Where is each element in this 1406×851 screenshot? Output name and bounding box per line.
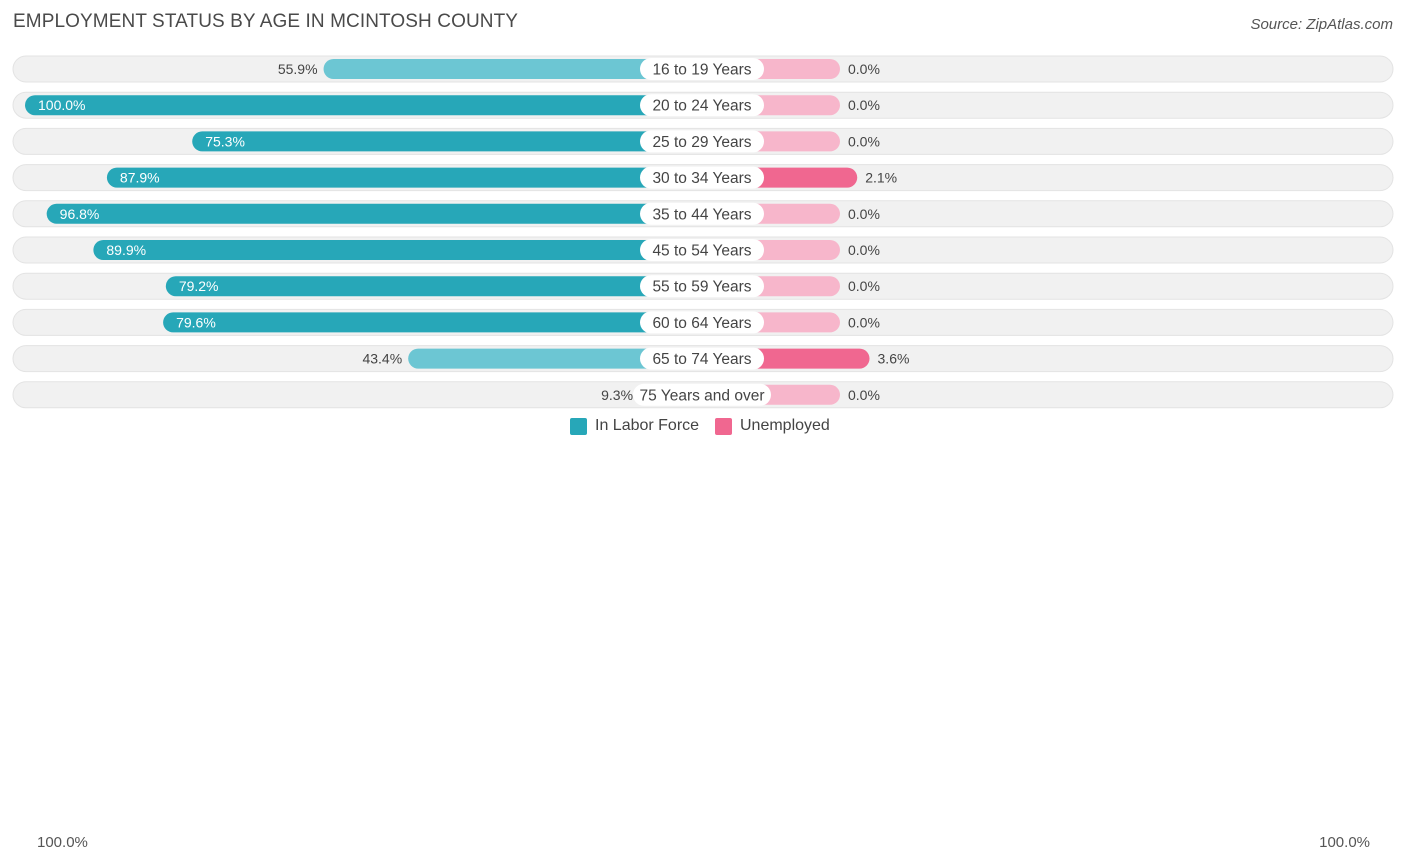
category-label: 65 to 74 Years xyxy=(652,351,751,368)
category-label: 75 Years and over xyxy=(640,387,765,404)
legend-item-unemployed: Unemployed xyxy=(715,417,830,435)
category-label: 55 to 59 Years xyxy=(652,279,751,296)
axis-left-label: 100.0% xyxy=(37,834,88,851)
legend-label-labor-force: In Labor Force xyxy=(595,417,700,434)
category-pill xyxy=(640,130,764,153)
chart-title: EMPLOYMENT STATUS BY AGE IN MCINTOSH COU… xyxy=(13,11,519,32)
labor-bar xyxy=(323,59,702,79)
unemployed-value-label: 0.0% xyxy=(848,97,880,113)
labor-value-label: 100.0% xyxy=(38,97,85,113)
category-label: 60 to 64 Years xyxy=(652,315,751,332)
unemployed-value-label: 2.1% xyxy=(865,170,897,186)
category-pill xyxy=(640,239,764,261)
category-pill xyxy=(640,275,764,298)
labor-value-label: 89.9% xyxy=(106,242,146,258)
labor-value-label: 79.2% xyxy=(179,278,219,294)
category-label: 45 to 54 Years xyxy=(652,243,751,260)
legend-item-labor-force: In Labor Force xyxy=(570,417,699,435)
chart-canvas: 16 to 19 Years 55.9% 0.0% 20 to 24 Years 100… xyxy=(12,55,1394,409)
category-label: 35 to 44 Years xyxy=(652,206,751,223)
category-pill xyxy=(640,166,764,189)
category-pill xyxy=(640,58,764,80)
category-pill xyxy=(640,202,764,225)
unemployed-value-label: 0.0% xyxy=(848,206,880,222)
category-label: 20 to 24 Years xyxy=(652,98,751,115)
unemployed-value-label: 0.0% xyxy=(848,314,880,330)
category-label: 16 to 19 Years xyxy=(652,62,751,79)
unemployed-value-label: 0.0% xyxy=(848,133,880,149)
labor-value-label: 75.3% xyxy=(205,133,245,149)
category-label: 30 to 34 Years xyxy=(652,170,751,187)
labor-bar xyxy=(163,312,702,333)
category-pill xyxy=(633,383,771,406)
category-label: 25 to 29 Years xyxy=(652,134,751,151)
legend: 100.0% In Labor Force Unemployed 100.0% xyxy=(0,416,1406,851)
category-pill xyxy=(640,94,764,117)
axis-right-label: 100.0% xyxy=(1319,834,1370,851)
unemployed-value-label: 0.0% xyxy=(848,278,880,294)
unemployed-value-label: 0.0% xyxy=(848,387,880,403)
labor-value-label: 9.3% xyxy=(601,387,633,403)
category-pill xyxy=(640,347,764,370)
source-label: Source: ZipAtlas.com xyxy=(1250,16,1393,33)
labor-bar xyxy=(408,348,702,369)
labor-bar xyxy=(25,95,702,116)
labor-value-label: 55.9% xyxy=(278,61,318,77)
labor-value-label: 43.4% xyxy=(362,351,402,367)
labor-value-label: 79.6% xyxy=(176,314,216,330)
unemployed-value-label: 3.6% xyxy=(878,351,910,367)
category-pill xyxy=(640,311,764,334)
labor-value-label: 87.9% xyxy=(120,170,160,186)
labor-bar xyxy=(93,240,702,260)
legend-swatch-unemployed xyxy=(715,417,732,435)
legend-swatch-labor-force xyxy=(570,417,587,435)
labor-bar xyxy=(106,167,703,188)
labor-bar xyxy=(165,276,703,297)
unemployed-value-label: 0.0% xyxy=(848,61,880,77)
legend-label-unemployed: Unemployed xyxy=(740,417,830,434)
labor-bar xyxy=(192,131,702,152)
labor-value-label: 96.8% xyxy=(60,206,100,222)
labor-bar xyxy=(46,203,702,224)
unemployed-value-label: 0.0% xyxy=(848,242,880,258)
